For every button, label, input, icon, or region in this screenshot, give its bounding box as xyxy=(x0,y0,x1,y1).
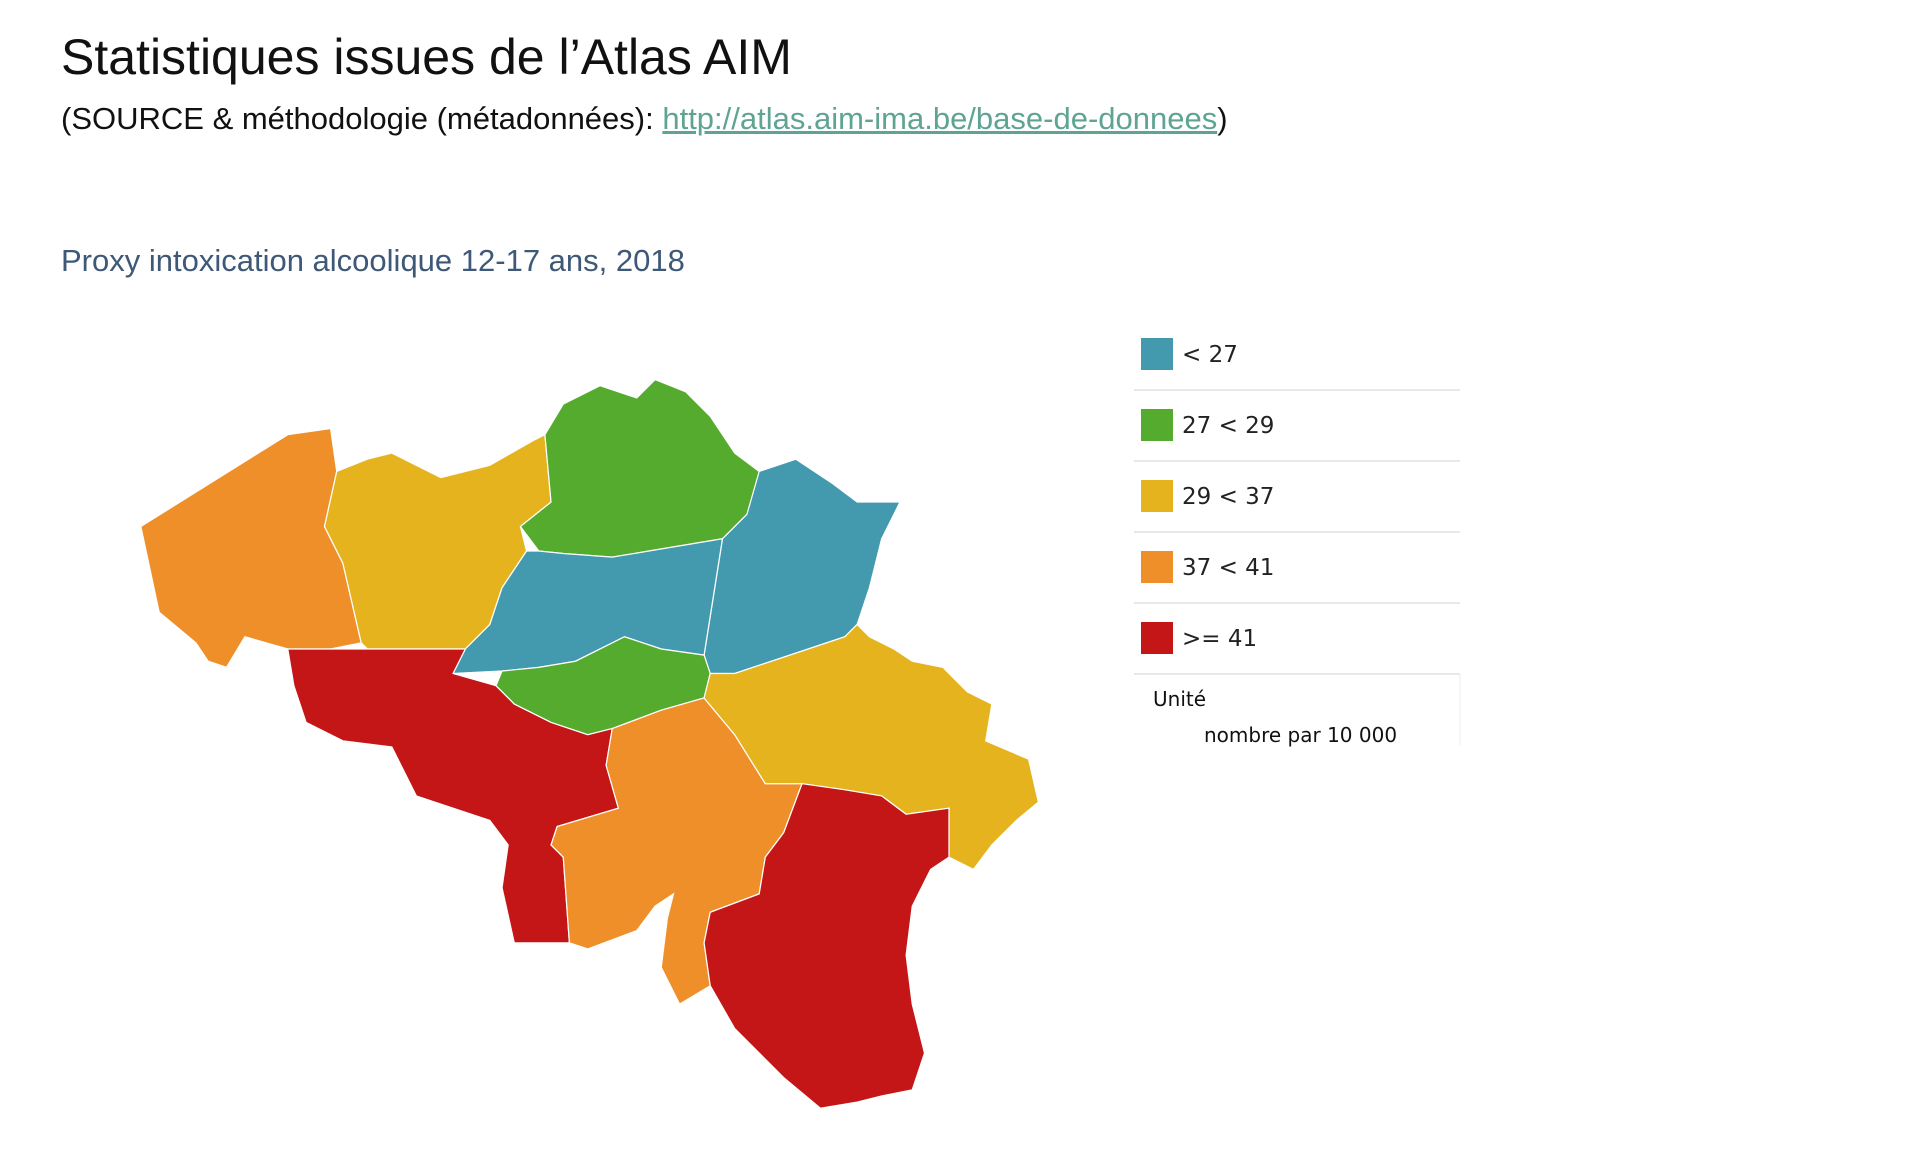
source-prefix: (SOURCE & méthodologie (métadonnées): xyxy=(61,101,663,136)
legend-label: < 27 xyxy=(1182,342,1238,368)
legend-swatch xyxy=(1141,338,1173,370)
page-title: Statistiques issues de l’Atlas AIM xyxy=(61,29,792,85)
legend-swatch xyxy=(1141,551,1173,583)
unit-value: nombre par 10 000 xyxy=(1204,723,1398,747)
legend-label: >= 41 xyxy=(1182,626,1257,652)
unit-label: Unité xyxy=(1153,687,1207,711)
legend-swatch xyxy=(1141,622,1173,654)
region xyxy=(703,783,950,1109)
legend-label: 29 < 37 xyxy=(1182,484,1274,510)
provinces xyxy=(140,378,1040,1109)
legend-label: 27 < 29 xyxy=(1182,413,1274,439)
source-line: (SOURCE & méthodologie (métadonnées): ht… xyxy=(61,101,1228,137)
legend-swatch xyxy=(1141,480,1173,512)
map-title: Proxy intoxication alcoolique 12-17 ans,… xyxy=(61,243,685,278)
legend-label: 37 < 41 xyxy=(1182,555,1274,581)
source-link[interactable]: http://atlas.aim-ima.be/base-de-donnees xyxy=(662,101,1218,136)
legend-swatch xyxy=(1141,409,1173,441)
source-suffix: ) xyxy=(1217,101,1228,136)
region xyxy=(140,427,362,669)
